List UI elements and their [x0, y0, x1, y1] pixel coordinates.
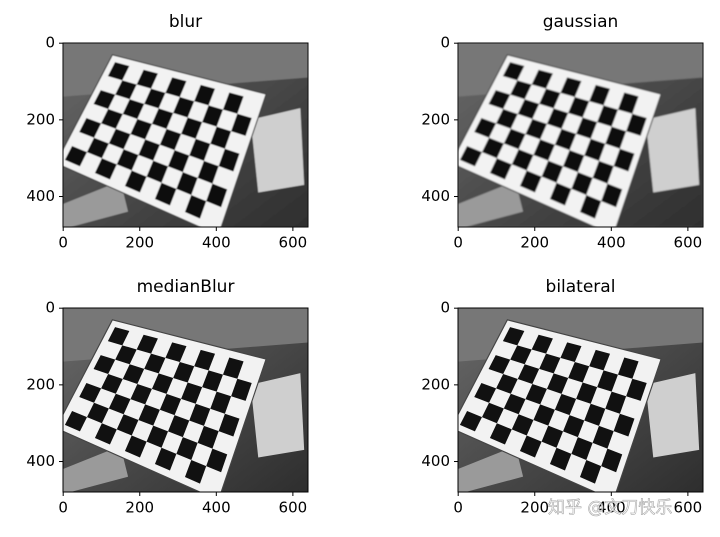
y-tick-label: 200 — [26, 375, 55, 393]
x-tick-label: 0 — [453, 499, 463, 517]
y-tick-label: 200 — [26, 110, 55, 128]
y-tick-label: 0 — [440, 34, 450, 52]
x-tick-label: 600 — [279, 499, 308, 517]
x-tick-label: 200 — [520, 234, 549, 252]
x-tick-label: 0 — [453, 234, 463, 252]
x-tick-label: 0 — [58, 499, 68, 517]
axes-frame — [62, 42, 309, 228]
x-tick-label: 0 — [58, 234, 68, 252]
subplot: blur 0 200 400 600 0 200 400 — [26, 12, 309, 252]
y-tick-label: 200 — [421, 375, 450, 393]
y-tick-label: 400 — [26, 187, 55, 205]
image — [63, 308, 308, 492]
x-tick-label: 400 — [202, 499, 231, 517]
x-tick-label: 200 — [125, 234, 154, 252]
image — [63, 43, 308, 227]
y-tick-label: 200 — [421, 110, 450, 128]
x-tick-label: 400 — [597, 234, 626, 252]
y-tick-label: 0 — [45, 299, 55, 317]
subplot-title: bilateral — [546, 277, 616, 297]
y-tick-label: 400 — [26, 452, 55, 470]
y-tick-label: 400 — [421, 187, 450, 205]
subplot: medianBlur 0 200 400 600 0 200 400 — [26, 277, 309, 517]
watermark: 知乎 @文刀快乐 — [548, 498, 672, 518]
x-tick-label: 200 — [520, 499, 549, 517]
axes-frame — [62, 307, 309, 493]
subplot: bilateral 0 200 400 600 0 200 400 — [421, 277, 704, 517]
y-tick-label: 400 — [421, 452, 450, 470]
x-tick-label: 600 — [674, 234, 703, 252]
subplot-title: blur — [169, 12, 202, 32]
x-tick-label: 600 — [279, 234, 308, 252]
x-tick-label: 400 — [202, 234, 231, 252]
axes-frame — [457, 42, 704, 228]
y-tick-label: 0 — [440, 299, 450, 317]
subplot: gaussian 0 200 400 600 0 200 400 — [421, 12, 704, 252]
image — [458, 308, 703, 492]
subplot-title: gaussian — [543, 12, 619, 32]
axes-frame — [457, 307, 704, 493]
subplot-title: medianBlur — [137, 277, 235, 297]
y-tick-label: 0 — [45, 34, 55, 52]
x-tick-label: 200 — [125, 499, 154, 517]
x-tick-label: 400 — [597, 499, 626, 517]
x-tick-label: 600 — [674, 499, 703, 517]
image — [458, 43, 703, 227]
